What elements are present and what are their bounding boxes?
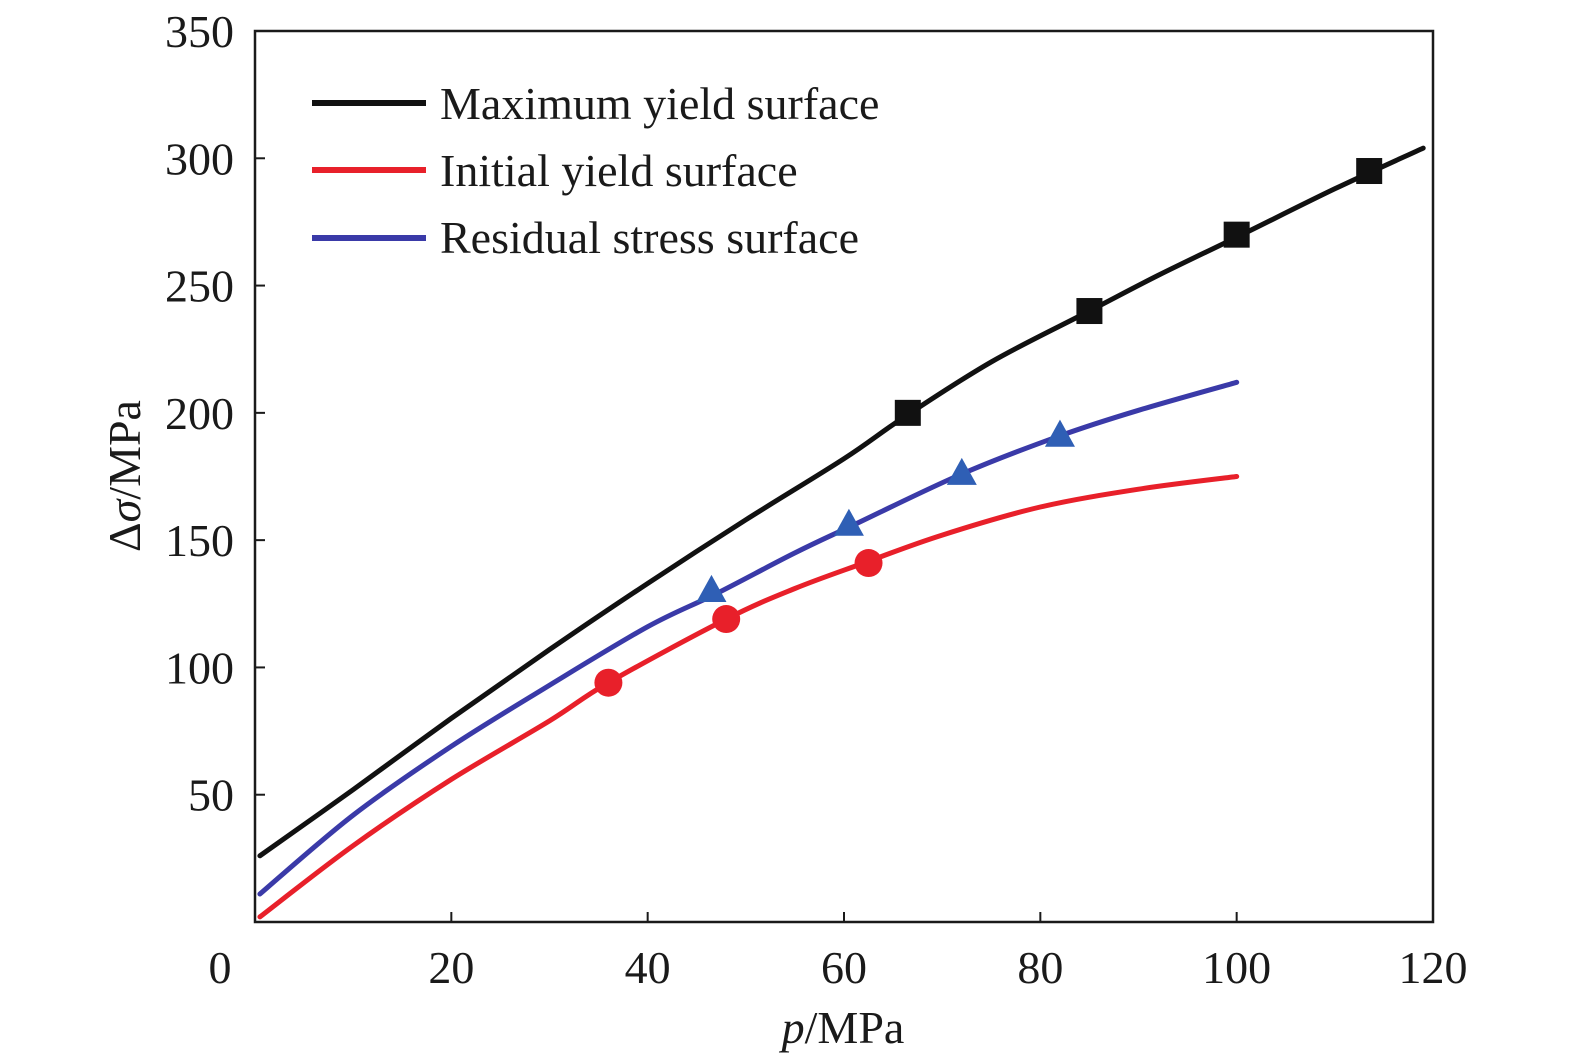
plot-frame	[253, 29, 1435, 924]
legend-entry-initial: Initial yield surface	[312, 145, 798, 196]
x-axis-title: p/MPa	[779, 1002, 905, 1053]
y-axis-title: Δσ/MPa	[99, 400, 150, 552]
legend: Maximum yield surface Initial yield surf…	[312, 78, 879, 263]
marker-initial-yield-surface	[594, 668, 623, 697]
marker-residual-stress-surface	[833, 508, 864, 536]
y-axis-ticks: 50 100 150 200 250 300 350	[165, 6, 265, 821]
y-tick-label: 300	[165, 133, 234, 184]
marker-maximum-yield-surface	[894, 399, 921, 426]
y-tick-label: 100	[165, 642, 234, 693]
series-line-residual-stress-surface	[257, 379, 1240, 897]
y-tick-label: 50	[188, 770, 234, 821]
x-axis-title-unit: /MPa	[805, 1002, 905, 1053]
marker-residual-stress-surface	[1044, 419, 1075, 447]
marker-residual-stress-surface	[696, 574, 727, 602]
x-tick-label: 80	[1017, 942, 1063, 993]
marker-maximum-yield-surface	[1356, 158, 1383, 185]
y-tick-label: 350	[165, 6, 234, 57]
legend-label-maximum: Maximum yield surface	[440, 78, 879, 129]
x-tick-label: 120	[1399, 942, 1468, 993]
legend-entry-residual: Residual stress surface	[312, 212, 859, 263]
x-tick-label: 40	[625, 942, 671, 993]
x-axis-title-symbol: p	[779, 1002, 805, 1053]
marker-residual-stress-surface	[946, 457, 977, 485]
plot-layer	[257, 145, 1426, 920]
y-axis-title-symbol: σ	[99, 497, 150, 522]
x-tick-label: 100	[1202, 942, 1271, 993]
x-axis-ticks: 0 20 40 60 80 100 120	[209, 912, 1468, 993]
marker-maximum-yield-surface	[1223, 221, 1250, 248]
x-tick-label: 20	[428, 942, 474, 993]
series-line-initial-yield-surface	[257, 474, 1240, 920]
marker-maximum-yield-surface	[1076, 298, 1103, 325]
x-tick-label: 60	[821, 942, 867, 993]
legend-label-initial: Initial yield surface	[440, 145, 798, 196]
y-tick-label: 200	[165, 388, 234, 439]
legend-label-residual: Residual stress surface	[440, 212, 859, 263]
marker-initial-yield-surface	[854, 549, 883, 578]
y-axis-title-delta: Δ	[99, 522, 150, 552]
y-tick-label: 150	[165, 515, 234, 566]
legend-entry-maximum: Maximum yield surface	[312, 78, 879, 129]
y-axis-title-unit: /MPa	[99, 400, 150, 500]
marker-initial-yield-surface	[712, 605, 741, 634]
x-tick-label: 0	[209, 942, 232, 993]
y-tick-label: 250	[165, 261, 234, 312]
